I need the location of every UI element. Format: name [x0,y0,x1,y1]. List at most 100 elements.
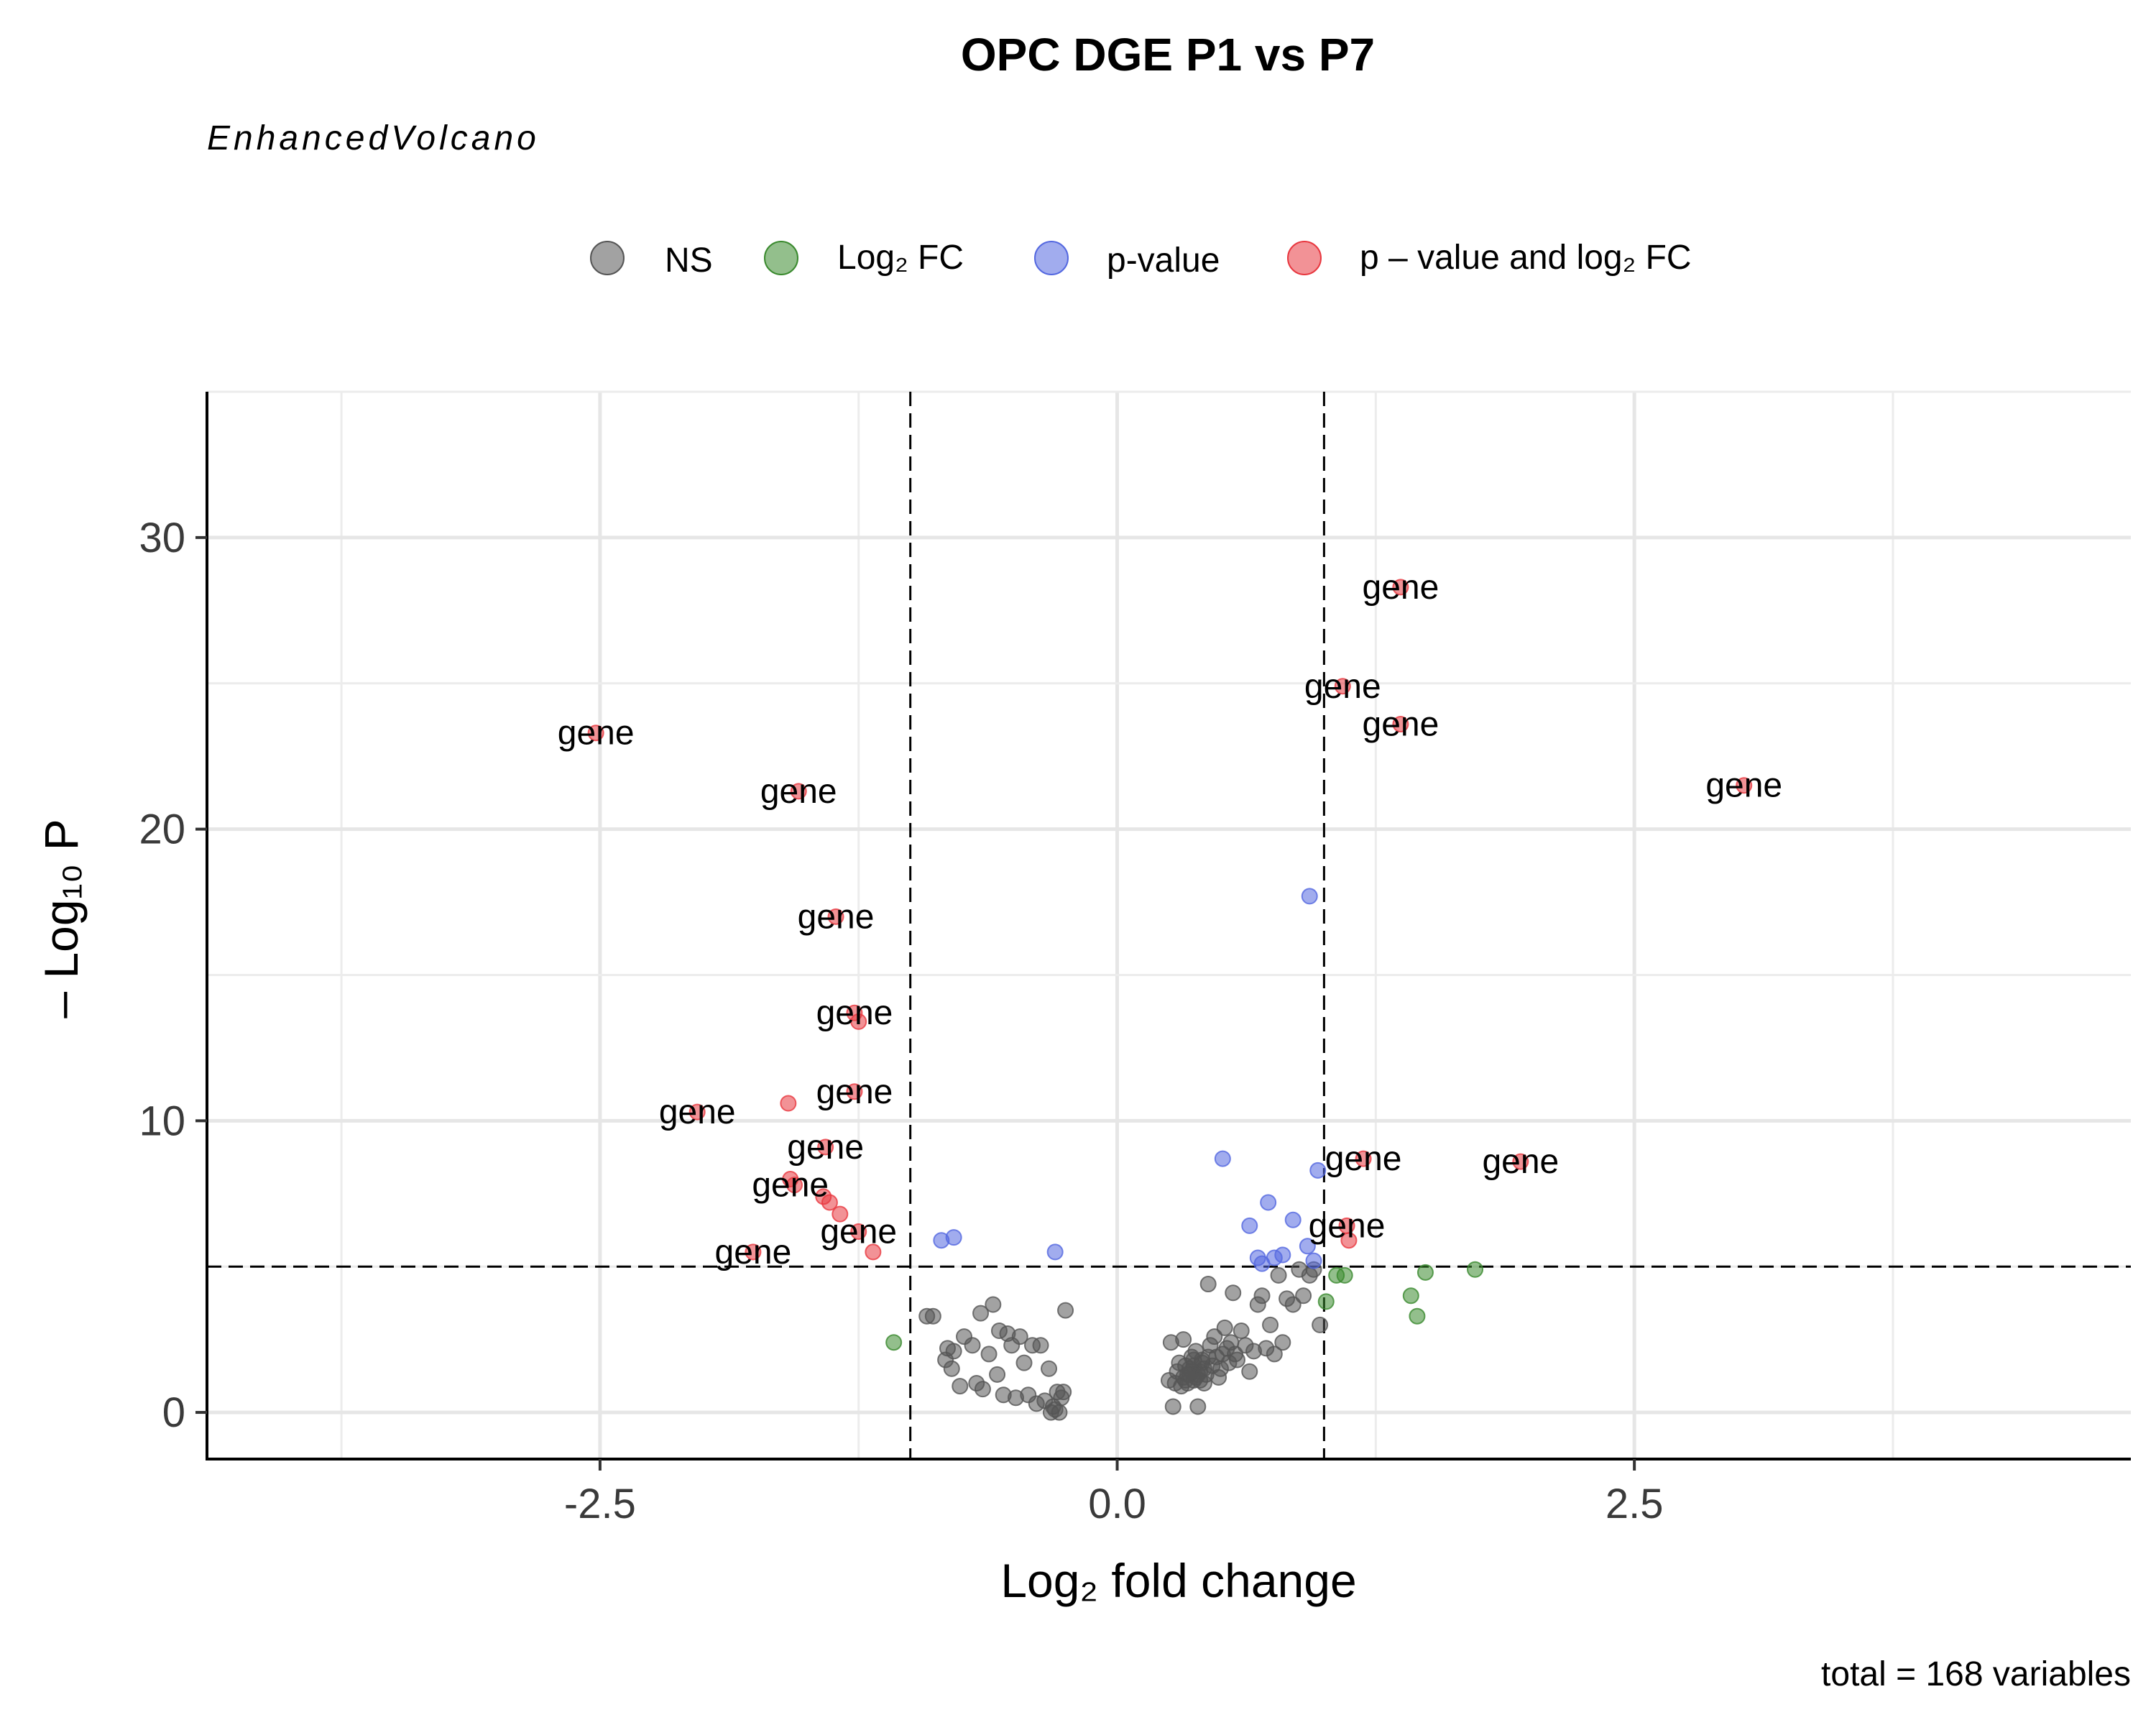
data-point [1189,1398,1207,1415]
gene-label: gene [1363,569,1439,607]
data-point [1305,1252,1322,1269]
data-point [1164,1398,1181,1415]
data-point [1055,1384,1072,1401]
data-point [1270,1266,1287,1284]
legend-key-pvalue [1034,241,1069,275]
series-p-value-and-log-fc [587,579,1753,1261]
data-point [974,1381,991,1398]
data-point [1416,1264,1434,1281]
data-point [1467,1261,1484,1278]
gene-label: gene [1705,767,1782,805]
data-point [1216,1319,1233,1336]
data-point [850,1013,867,1030]
data-point [1266,1346,1283,1363]
plot-panel: genegenegenegenegenegenegenegenegenegene… [139,390,2131,1527]
gridlines [207,390,2131,1459]
data-point [1046,1243,1064,1261]
gene-label: gene [1309,1207,1386,1245]
series-p-value [933,888,1327,1272]
data-point [1284,1211,1302,1228]
gene-label: gene [820,1213,897,1251]
gene-label: gene [715,1233,792,1271]
data-point [1011,1328,1028,1346]
data-point [1309,1162,1327,1179]
data-point [1185,1351,1202,1368]
x-tick-label: 2.5 [1606,1481,1664,1527]
gene-label: gene [798,898,875,936]
gene-label: gene [752,1167,829,1205]
legend-key-log2fc [764,241,798,275]
data-point [1015,1354,1033,1371]
data-point [831,1205,849,1223]
data-point [1301,888,1318,905]
x-tick-label: 0.0 [1088,1481,1146,1527]
data-point [1317,1293,1335,1310]
data-point [989,1366,1006,1383]
legend-item-ns: NS [590,241,713,280]
legend-item-log2fc: Log₂ FC [764,239,964,277]
data-point [821,1194,838,1211]
data-point [1274,1334,1291,1351]
data-point [1402,1287,1419,1305]
data-point [817,1138,834,1156]
data-point [964,1337,981,1354]
data-point [985,1296,1002,1313]
data-point [972,1305,990,1322]
gene-label: gene [1482,1143,1559,1181]
data-point [1241,1217,1258,1234]
data-point [952,1378,969,1395]
legend-key-ns [590,241,625,275]
data-point [1274,1246,1291,1264]
y-tick-label: 20 [139,806,185,853]
data-point [1340,1232,1358,1249]
data-point [1214,1150,1231,1167]
data-point [1295,1287,1312,1305]
y-tick-label: 10 [139,1098,185,1144]
gene-label: gene [1325,1140,1402,1178]
data-point [688,1103,706,1121]
data-point [885,1334,903,1351]
data-point [1199,1276,1217,1293]
legend-label-log2fc: Log₂ FC [837,239,964,277]
data-point [1051,1404,1068,1421]
data-point [1057,1302,1074,1319]
data-point [1262,1316,1279,1333]
data-point [786,1177,803,1194]
data-point [1334,678,1351,695]
data-point [945,1343,962,1360]
gene-label: gene [659,1093,736,1131]
x-tick-label: -2.5 [564,1481,636,1527]
data-point [865,1243,882,1261]
data-point [1175,1331,1192,1348]
data-point [850,1223,867,1241]
plot-caption: total = 168 variables [1821,1655,2131,1693]
data-point [943,1360,960,1377]
data-point [1233,1322,1250,1339]
data-point [1192,1371,1209,1389]
gene-labels: genegenegenegenegenegenegenegenegenegene… [558,569,1782,1271]
cutoff-lines [207,392,2131,1459]
x-axis-title: Log₂ fold change [1000,1554,1356,1607]
y-tick-label: 30 [139,515,185,561]
axes: -2.5 0.0 2.5 0 10 20 30 [139,392,2131,1527]
data-point [1355,1150,1372,1167]
data-point [1512,1153,1529,1170]
gene-label: gene [558,714,635,753]
data-point [1228,1351,1245,1368]
gene-label: gene [1363,706,1439,744]
legend: NS Log₂ FC p-value p – value and log₂ FC [590,239,1692,280]
data-point [1312,1316,1329,1333]
legend-key-pvalue-and-log2fc [1287,241,1322,275]
data-point [1392,716,1409,733]
plot-subtitle: EnhancedVolcano [207,119,540,157]
data-point [1409,1307,1426,1325]
y-axis-title: – Log₁₀ P [34,819,88,1018]
data-point [1392,579,1409,596]
legend-item-pvalue: p-value [1034,241,1220,280]
data-point [1336,1266,1353,1284]
data-point [980,1346,998,1363]
data-point [1032,1337,1049,1354]
gene-label: gene [1304,668,1381,706]
gene-label: gene [787,1128,864,1167]
